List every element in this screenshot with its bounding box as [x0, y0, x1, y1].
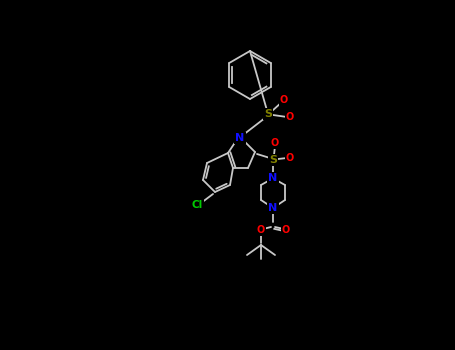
- Text: O: O: [257, 225, 265, 235]
- Text: O: O: [286, 112, 294, 122]
- Text: O: O: [271, 138, 279, 148]
- Text: O: O: [286, 153, 294, 163]
- Text: N: N: [235, 133, 245, 143]
- Text: O: O: [282, 225, 290, 235]
- Text: N: N: [268, 203, 278, 213]
- Text: O: O: [280, 95, 288, 105]
- Text: S: S: [269, 155, 277, 165]
- Text: S: S: [264, 109, 272, 119]
- Text: Cl: Cl: [192, 200, 202, 210]
- Text: N: N: [268, 173, 278, 183]
